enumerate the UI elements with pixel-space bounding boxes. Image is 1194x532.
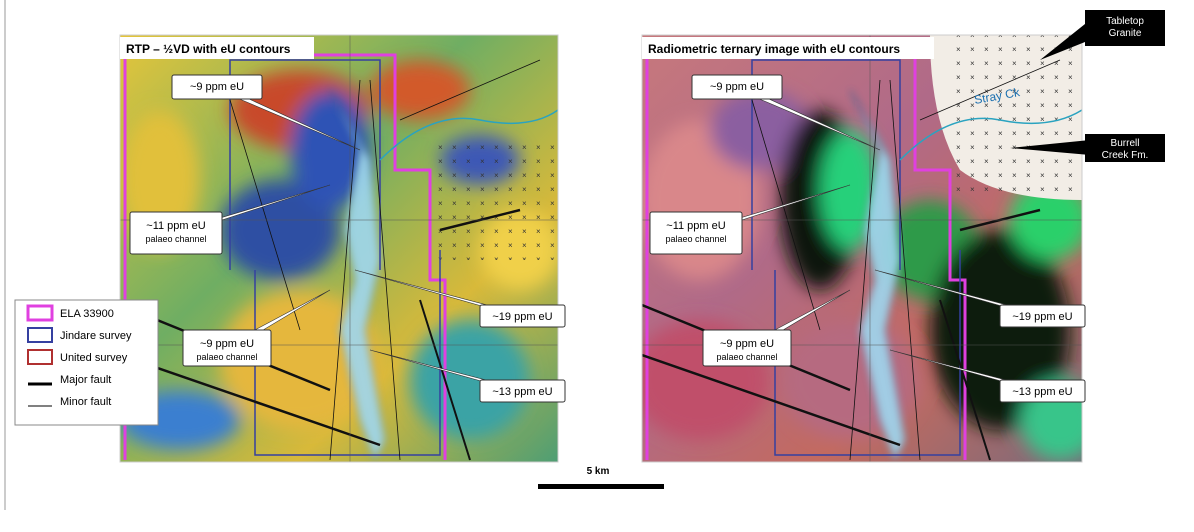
panel-title: Radiometric ternary image with eU contou… xyxy=(648,42,900,56)
callout-box xyxy=(649,211,743,255)
callout-text: ~19 ppm eU xyxy=(1012,311,1072,323)
scale-bar xyxy=(538,484,664,489)
callout-box xyxy=(999,304,1086,328)
callout-sub: palaeo channel xyxy=(665,234,726,244)
callout-text: ~9 ppm eU xyxy=(720,338,774,350)
callout-text: ~9 ppm eU xyxy=(200,338,254,350)
label-line: Granite xyxy=(1109,28,1142,39)
callout-box xyxy=(182,329,272,367)
callout-text: ~13 ppm eU xyxy=(492,386,552,398)
callout-sub: palaeo channel xyxy=(145,234,206,244)
legend-label: Minor fault xyxy=(60,396,111,408)
legend: ELA 33900 Jindare survey United survey Majo… xyxy=(14,299,159,426)
label-box xyxy=(1085,10,1165,46)
callout-text: ~11 ppm eU xyxy=(666,220,725,232)
label-line: Tabletop xyxy=(1106,16,1144,27)
callout-box xyxy=(129,211,223,255)
legend-label: United survey xyxy=(60,352,128,364)
callout-text: ~13 ppm eU xyxy=(1012,386,1072,398)
callout-sub: palaeo channel xyxy=(716,352,777,362)
callout-text: ~19 ppm eU xyxy=(492,311,552,323)
panel-title: RTP – ½VD with eU contours xyxy=(126,42,291,56)
title-box xyxy=(642,37,934,59)
label-line: Creek Fm. xyxy=(1102,150,1149,161)
callout-box xyxy=(479,379,566,403)
left-map xyxy=(120,35,558,462)
granite-label: Tabletop Granite xyxy=(1106,16,1144,39)
scale-label: 5 km xyxy=(587,466,610,477)
right-map-border xyxy=(641,34,1083,463)
callout-text: ~9 ppm eU xyxy=(710,81,764,93)
legend-label: Jindare survey xyxy=(60,330,132,342)
legend-label: Major fault xyxy=(60,374,111,386)
callout-box xyxy=(171,74,263,100)
pointer xyxy=(1010,140,1090,155)
callout-box xyxy=(702,329,792,367)
legend-label: ELA 33900 xyxy=(60,308,114,320)
right-map xyxy=(642,35,1082,462)
callout-box xyxy=(999,379,1086,403)
callout-sub: palaeo channel xyxy=(196,352,257,362)
left-map-border xyxy=(119,34,559,463)
label-box xyxy=(1085,134,1165,162)
callout-box xyxy=(479,304,566,328)
pointer xyxy=(1040,20,1090,60)
burrell-label: Burrell Creek Fm. xyxy=(1102,138,1149,161)
label-line: Burrell xyxy=(1111,138,1140,149)
title-box xyxy=(120,37,314,59)
callout-box xyxy=(691,74,783,100)
callout-text: ~9 ppm eU xyxy=(190,81,244,93)
callout-text: ~11 ppm eU xyxy=(146,220,205,232)
